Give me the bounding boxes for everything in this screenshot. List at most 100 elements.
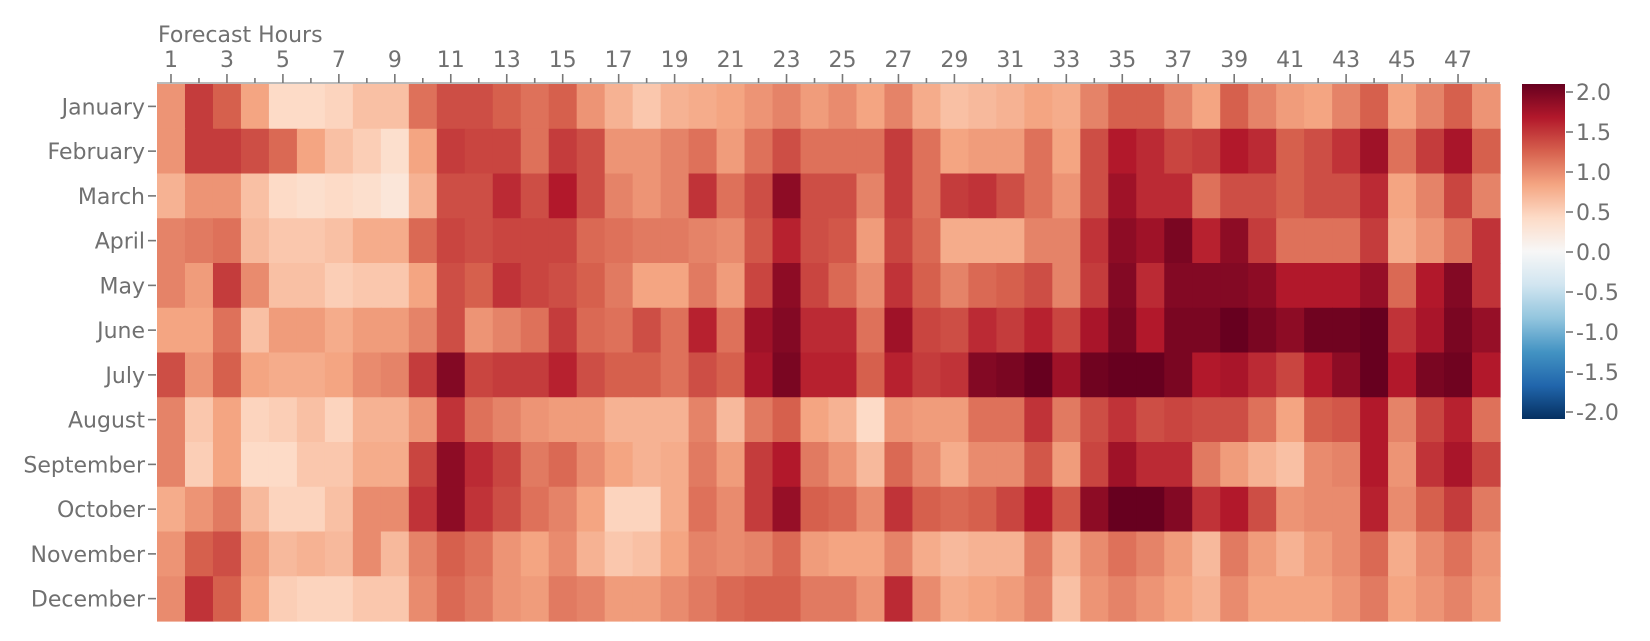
- heatmap-cell: [660, 218, 690, 264]
- heatmap-cell: [856, 173, 886, 219]
- heatmap-cell: [1080, 576, 1109, 622]
- heatmap-cell: [576, 531, 606, 577]
- heatmap-cell: [1080, 397, 1109, 443]
- heatmap-cell: [968, 128, 997, 175]
- heatmap-cell: [940, 397, 969, 443]
- heatmap-cell: [157, 442, 186, 488]
- heatmap-cell: [212, 531, 242, 577]
- heatmap-cell: [520, 486, 550, 533]
- heatmap-cell: [352, 173, 382, 219]
- heatmap-cell: [660, 352, 690, 398]
- heatmap-cell: [1304, 307, 1333, 354]
- heatmap-cell: [520, 576, 550, 622]
- heatmap-cell: [408, 576, 438, 622]
- heatmap-cell: [1360, 263, 1389, 309]
- heatmap-cell: [1108, 352, 1137, 398]
- heatmap-cell: [268, 352, 298, 398]
- heatmap-cell: [1304, 263, 1333, 309]
- heatmap-cell: [688, 486, 718, 533]
- heatmap-cell: [632, 173, 662, 219]
- heatmap-cell: [268, 128, 298, 175]
- heatmap-cell: [576, 128, 606, 175]
- heatmap-cell: [632, 128, 662, 175]
- heatmap-cell: [772, 352, 802, 398]
- heatmap-cell: [1024, 173, 1053, 219]
- heatmap-cell: [1220, 397, 1249, 443]
- heatmap-cell: [1304, 84, 1333, 130]
- heatmap-cell: [240, 486, 270, 533]
- heatmap-cell: [772, 173, 802, 219]
- heatmap-cell: [184, 218, 214, 264]
- heatmap-cell: [352, 486, 382, 533]
- heatmap-cell: [1136, 307, 1165, 354]
- heatmap-cell: [1052, 397, 1081, 443]
- heatmap-cell: [464, 84, 494, 130]
- heatmap-cell: [408, 128, 438, 175]
- heatmap-cell: [464, 352, 494, 398]
- heatmap-cell: [1024, 263, 1053, 309]
- heatmap-cell: [1388, 263, 1417, 309]
- heatmap-cell: [716, 397, 746, 443]
- heatmap-cell: [1164, 307, 1193, 354]
- x-axis-title: Forecast Hours: [158, 23, 323, 48]
- heatmap-cell: [464, 218, 494, 264]
- heatmap-cell: [1220, 84, 1249, 130]
- heatmap-cell: [1332, 263, 1361, 309]
- heatmap-cell: [828, 173, 858, 219]
- heatmap-cell: [157, 218, 186, 264]
- heatmap-cell: [380, 397, 410, 443]
- heatmap-cell: [408, 531, 438, 577]
- heatmap-cell: [1472, 531, 1501, 577]
- heatmap-cell: [1220, 352, 1249, 398]
- heatmap-cell: [352, 442, 382, 488]
- heatmap-cell: [1080, 128, 1109, 175]
- heatmap-cell: [800, 531, 830, 577]
- heatmap-cell: [1472, 352, 1501, 398]
- heatmap-cell: [1192, 84, 1221, 130]
- colorbar-bar: [1522, 84, 1565, 419]
- heatmap-cell: [464, 128, 494, 175]
- heatmap-cell: [996, 397, 1025, 443]
- heatmap-cell: [408, 442, 438, 488]
- heatmap-cell: [492, 263, 522, 309]
- heatmap-cell: [324, 307, 354, 354]
- heatmap-cell: [520, 352, 550, 398]
- heatmap-cell: [940, 307, 969, 354]
- heatmap-cell: [772, 263, 802, 309]
- heatmap-cell: [744, 352, 774, 398]
- heatmap-cell: [520, 84, 550, 130]
- heatmap-cell: [492, 352, 522, 398]
- heatmap-cell: [1472, 307, 1501, 354]
- heatmap-cell: [1164, 84, 1193, 130]
- heatmap-cell: [1276, 352, 1305, 398]
- heatmap-cell: [772, 307, 802, 354]
- heatmap-cell: [800, 128, 830, 175]
- heatmap-cell: [716, 576, 746, 622]
- heatmap-cell: [744, 218, 774, 264]
- heatmap-cell: [660, 307, 690, 354]
- heatmap-cell: [1052, 352, 1081, 398]
- heatmap-cell: [240, 307, 270, 354]
- x-tick-label: 45: [1388, 48, 1416, 73]
- heatmap-cell: [688, 263, 718, 309]
- heatmap-cell: [744, 128, 774, 175]
- heatmap-cell: [352, 397, 382, 443]
- heatmap-cell: [632, 531, 662, 577]
- heatmap-cell: [688, 218, 718, 264]
- heatmap-cell: [604, 531, 634, 577]
- heatmap-cell: [548, 84, 578, 130]
- heatmap-cell: [1444, 397, 1473, 443]
- heatmap-cell: [212, 352, 242, 398]
- heatmap-cell: [184, 128, 214, 175]
- x-tick-label: 9: [388, 48, 402, 73]
- heatmap-cell: [240, 84, 270, 130]
- heatmap-cell: [184, 442, 214, 488]
- x-tick-label: 21: [717, 48, 745, 73]
- heatmap-cell: [464, 486, 494, 533]
- heatmap-cell: [157, 576, 186, 622]
- heatmap-cell: [324, 486, 354, 533]
- heatmap-cell: [940, 576, 969, 622]
- heatmap-cell: [1052, 531, 1081, 577]
- heatmap-cell: [688, 352, 718, 398]
- heatmap-cell: [1416, 442, 1445, 488]
